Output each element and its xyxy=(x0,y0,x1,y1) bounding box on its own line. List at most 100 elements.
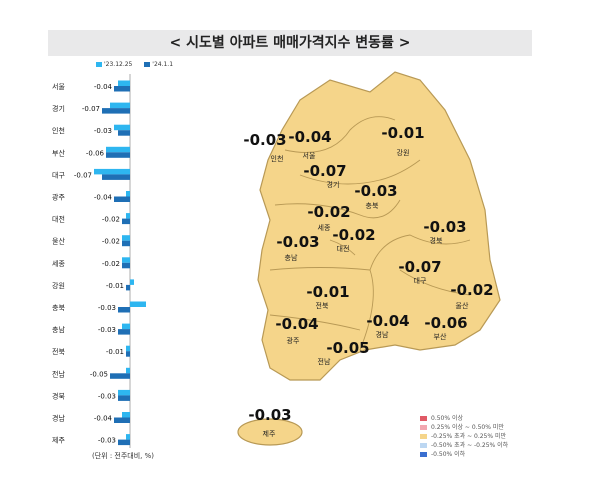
data-label: -0.05 xyxy=(90,370,108,378)
data-label: -0.02 xyxy=(102,260,120,268)
map-legend-item: 0.50% 이상 xyxy=(420,414,508,423)
data-label: -0.03 xyxy=(98,437,116,445)
region-border xyxy=(274,199,401,219)
data-label: -0.04 xyxy=(94,83,113,91)
legend-label-curr: '24.1.1 xyxy=(152,61,174,68)
bar-curr xyxy=(106,152,130,158)
region-border xyxy=(359,269,374,351)
bar-prev xyxy=(130,279,134,285)
category-label: 전북 xyxy=(52,347,65,356)
region-name: 세종 xyxy=(318,223,331,232)
category-label: 충북 xyxy=(52,303,65,312)
map-legend-item: -0.50% 이하 xyxy=(420,450,508,459)
region-name: 울산 xyxy=(456,301,469,310)
category-label: 광주 xyxy=(52,194,65,202)
bar-chart: 서울 -0.04 경기 -0.07 인천 -0.03 부산 -0.06 대구 -0.07 광주 -0.… xyxy=(52,74,146,448)
region-name: 충남 xyxy=(285,253,298,262)
data-label: -0.01 xyxy=(106,282,124,290)
bar-prev xyxy=(126,367,130,374)
data-label: -0.02 xyxy=(102,238,120,246)
bar-curr xyxy=(114,196,130,202)
region-border xyxy=(369,234,471,271)
category-label: 대구 xyxy=(52,171,65,179)
bar-curr xyxy=(122,262,130,269)
region-value: -0.05 xyxy=(326,339,369,357)
category-label: 제주 xyxy=(52,437,65,445)
data-label: -0.03 xyxy=(98,326,116,334)
category-label: 인천 xyxy=(52,126,65,135)
map-legend-item: -0.25% 초과 ~ 0.25% 미만 xyxy=(420,432,508,441)
category-label: 경남 xyxy=(52,414,65,423)
region-value: -0.03 xyxy=(354,182,397,200)
region-name: 강원 xyxy=(397,148,410,157)
data-label: -0.03 xyxy=(98,304,116,312)
legend-swatch-prev xyxy=(96,62,102,67)
category-label: 서울 xyxy=(52,82,65,91)
region-border xyxy=(399,269,471,296)
region-value: -0.04 xyxy=(366,312,409,330)
region-value: -0.02 xyxy=(332,226,375,244)
bar-prev xyxy=(106,146,130,153)
jeju-island-shape xyxy=(237,418,303,446)
map-legend-item: 0.25% 이상 ~ 0.50% 미만 xyxy=(420,423,508,432)
category-label: 강원 xyxy=(52,281,65,290)
bar-curr xyxy=(118,439,130,446)
region-border xyxy=(299,159,421,185)
bar-prev xyxy=(110,102,130,109)
region-value: -0.03 xyxy=(276,233,319,251)
bar-prev xyxy=(122,235,130,241)
bar-prev xyxy=(126,434,130,440)
bar-prev xyxy=(122,412,130,418)
region-name: 충북 xyxy=(366,201,379,210)
region-value: -0.06 xyxy=(424,314,467,332)
region-value: -0.04 xyxy=(275,315,318,333)
bar-curr xyxy=(110,373,130,379)
region-border xyxy=(269,267,371,271)
bar-prev xyxy=(114,124,130,131)
region-name: 대전 xyxy=(337,244,350,253)
data-label: -0.07 xyxy=(82,105,100,113)
bar-curr xyxy=(126,351,130,357)
region-value: -0.02 xyxy=(307,203,350,221)
data-label: -0.07 xyxy=(74,171,92,179)
legend-swatch xyxy=(420,434,427,439)
bar-curr xyxy=(102,108,130,114)
legend-swatch xyxy=(420,443,427,448)
bar-prev xyxy=(130,301,146,307)
bar-curr xyxy=(114,417,130,423)
legend-swatch xyxy=(420,425,427,430)
category-label: 울산 xyxy=(52,237,65,246)
category-label: 전남 xyxy=(52,369,65,378)
legend-label: 0.50% 이상 xyxy=(431,415,464,422)
bar-legend: '23.12.25 '24.1.1 xyxy=(92,61,173,68)
bar-prev xyxy=(118,389,130,396)
region-value: -0.03 xyxy=(423,218,466,236)
bar-curr xyxy=(114,86,130,92)
bar-curr xyxy=(122,218,130,225)
data-label: -0.03 xyxy=(94,127,112,135)
data-label: -0.02 xyxy=(102,216,120,224)
bar-curr xyxy=(126,284,130,291)
legend-label: 0.25% 이상 ~ 0.50% 미만 xyxy=(431,424,504,431)
legend-label: -0.50% 초과 ~ -0.25% 이하 xyxy=(431,442,509,449)
legend-label-prev: '23.12.25 xyxy=(104,61,133,68)
region-value: -0.03 xyxy=(243,131,286,149)
region-border xyxy=(329,239,356,256)
region-value: -0.03 xyxy=(248,406,291,424)
bar-prev xyxy=(118,80,130,86)
bar-curr xyxy=(102,174,130,180)
region-name: 부산 xyxy=(434,332,447,341)
region-name: 경북 xyxy=(430,236,443,245)
map-legend: 0.50% 이상 0.25% 이상 ~ 0.50% 미만 -0.25% 초과 ~ 0… xyxy=(420,414,508,459)
bar-curr xyxy=(118,130,130,136)
data-label: -0.01 xyxy=(106,348,124,356)
bar-prev xyxy=(122,323,130,330)
region-name: 전남 xyxy=(318,357,331,366)
region-name: 인천 xyxy=(271,154,284,163)
category-label: 충남 xyxy=(52,325,65,334)
category-label: 대전 xyxy=(52,215,65,224)
region-name: 경남 xyxy=(376,330,389,339)
category-label: 경북 xyxy=(52,391,65,400)
bar-curr xyxy=(118,395,130,401)
